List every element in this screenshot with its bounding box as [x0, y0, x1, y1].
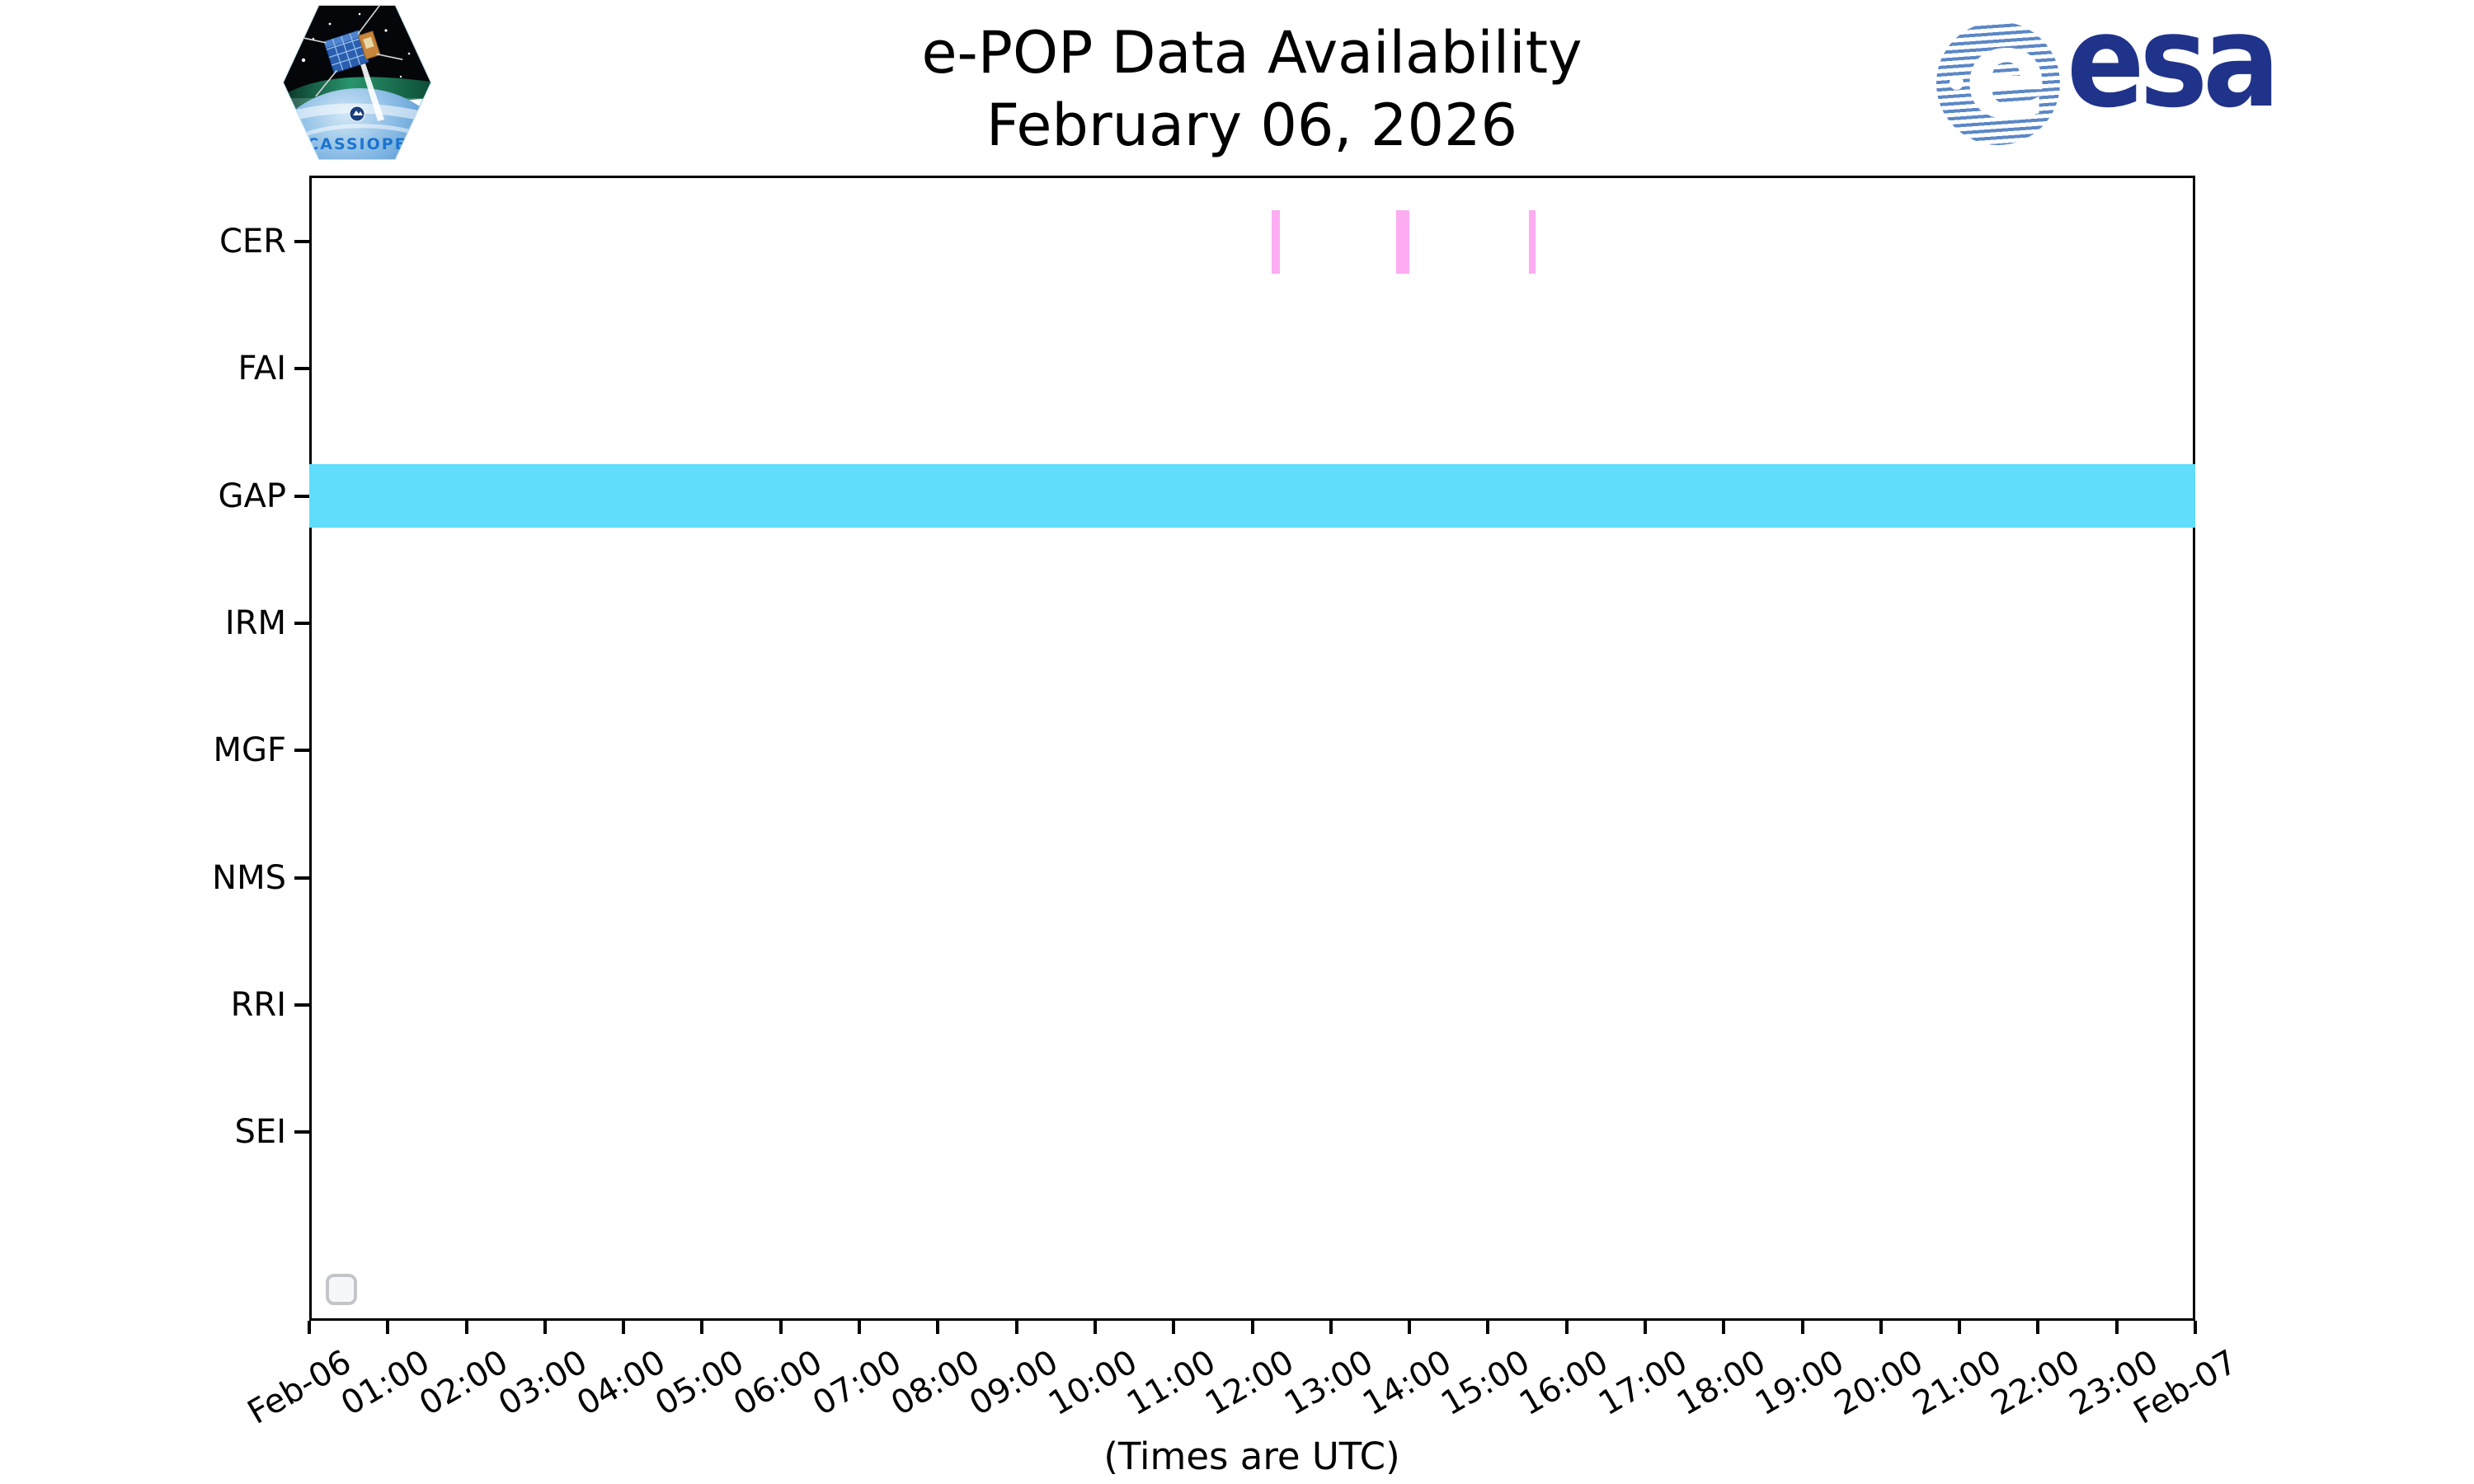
cassiope-patch-label: CASSIOPE: [307, 135, 407, 153]
xtick-feb-07: [2194, 1321, 2197, 1334]
xtick-label-0100: 01:00: [334, 1342, 436, 1424]
xaxis-title: (Times are UTC): [1103, 1435, 1400, 1478]
xtick-label-0800: 08:00: [885, 1342, 986, 1424]
availability-bar-cer-2: [1528, 209, 1536, 274]
esa-wordmark: esa: [2067, 0, 2280, 136]
xtick-label-1800: 18:00: [1670, 1342, 1772, 1424]
xtick-label-0300: 03:00: [492, 1342, 594, 1424]
xtick-0400: [622, 1321, 626, 1334]
xtick-label-0200: 02:00: [413, 1342, 515, 1424]
xtick-label-1600: 16:00: [1513, 1342, 1616, 1424]
xtick-label-0400: 04:00: [570, 1342, 672, 1424]
availability-bar-cer-0: [1272, 209, 1280, 274]
ytick-label-gap: GAP: [218, 477, 286, 515]
ytick-label-sei: SEI: [234, 1113, 286, 1152]
xtick-label-1700: 17:00: [1592, 1342, 1694, 1424]
ytick-label-nms: NMS: [212, 858, 286, 897]
xtick-label-2100: 21:00: [1906, 1342, 2008, 1424]
xtick-1600: [1564, 1321, 1569, 1334]
xtick-1000: [1093, 1321, 1097, 1334]
esa-globe-star: [1950, 76, 1964, 90]
checkbox-widget[interactable]: [326, 1274, 357, 1305]
cassiope-mission-patch: CASSIOPE: [280, 2, 434, 162]
ytick-mgf: [294, 749, 309, 753]
xtick-2300: [2114, 1321, 2119, 1334]
ytick-label-mgf: MGF: [213, 731, 286, 770]
xtick-1900: [1800, 1321, 1804, 1334]
xtick-label-1500: 15:00: [1435, 1342, 1536, 1424]
ytick-cer: [294, 240, 309, 243]
xtick-0200: [464, 1321, 468, 1334]
xtick-0300: [543, 1321, 547, 1334]
xtick-0800: [936, 1321, 940, 1334]
ytick-nms: [294, 876, 309, 880]
xtick-1400: [1408, 1321, 1412, 1334]
esa-logo: e esa: [1936, 0, 2324, 158]
xtick-label-0700: 07:00: [806, 1342, 908, 1424]
xtick-label-2000: 20:00: [1827, 1342, 1930, 1424]
xtick-1300: [1329, 1321, 1333, 1334]
ytick-label-rri: RRI: [230, 985, 286, 1024]
chart-subtitle: February 06, 2026: [985, 92, 1518, 159]
xtick-1700: [1643, 1321, 1647, 1334]
xtick-0100: [386, 1321, 390, 1334]
xtick-label-1100: 11:00: [1120, 1342, 1222, 1424]
chart-title-block: e-POP Data Availability February 06, 202…: [592, 16, 1912, 162]
ytick-gap: [294, 494, 309, 498]
ytick-rri: [294, 1003, 309, 1007]
xtick-label-0500: 05:00: [649, 1342, 750, 1424]
esa-globe-letter: e: [1964, 21, 2048, 145]
xtick-label-0900: 09:00: [963, 1342, 1065, 1424]
ytick-label-irm: IRM: [224, 603, 286, 642]
xtick-1200: [1250, 1321, 1254, 1334]
xtick-label-1200: 12:00: [1199, 1342, 1300, 1424]
xtick-2000: [1879, 1321, 1883, 1334]
xtick-1100: [1172, 1321, 1176, 1334]
plot-frame: [309, 176, 2195, 1321]
esa-globe-icon: e: [1936, 21, 2060, 145]
xtick-label-1300: 13:00: [1277, 1342, 1380, 1424]
xtick-feb-06: [308, 1321, 311, 1334]
satellite: [290, 6, 403, 97]
ytick-irm: [294, 621, 309, 625]
xtick-label-1400: 14:00: [1356, 1342, 1458, 1424]
xtick-0700: [858, 1321, 862, 1334]
xtick-2200: [2036, 1321, 2040, 1334]
xtick-0500: [700, 1321, 704, 1334]
xtick-label-1000: 10:00: [1042, 1342, 1144, 1424]
beam: [357, 54, 384, 121]
xtick-label-1900: 19:00: [1749, 1342, 1851, 1424]
chart-title: e-POP Data Availability: [921, 19, 1583, 87]
xtick-label-0600: 06:00: [727, 1342, 830, 1424]
xtick-0600: [778, 1321, 783, 1334]
ytick-label-fai: FAI: [238, 350, 287, 388]
xtick-1800: [1722, 1321, 1726, 1334]
xtick-0900: [1014, 1321, 1018, 1334]
xtick-2100: [1958, 1321, 1962, 1334]
availability-bar-gap-0: [309, 464, 2195, 528]
xtick-1500: [1486, 1321, 1490, 1334]
ytick-fai: [294, 367, 309, 371]
earth: [284, 88, 430, 159]
xtick-label-2200: 22:00: [1985, 1342, 2086, 1424]
ytick-sei: [294, 1130, 309, 1134]
availability-bar-cer-1: [1396, 209, 1410, 274]
ytick-label-cer: CER: [219, 223, 286, 261]
